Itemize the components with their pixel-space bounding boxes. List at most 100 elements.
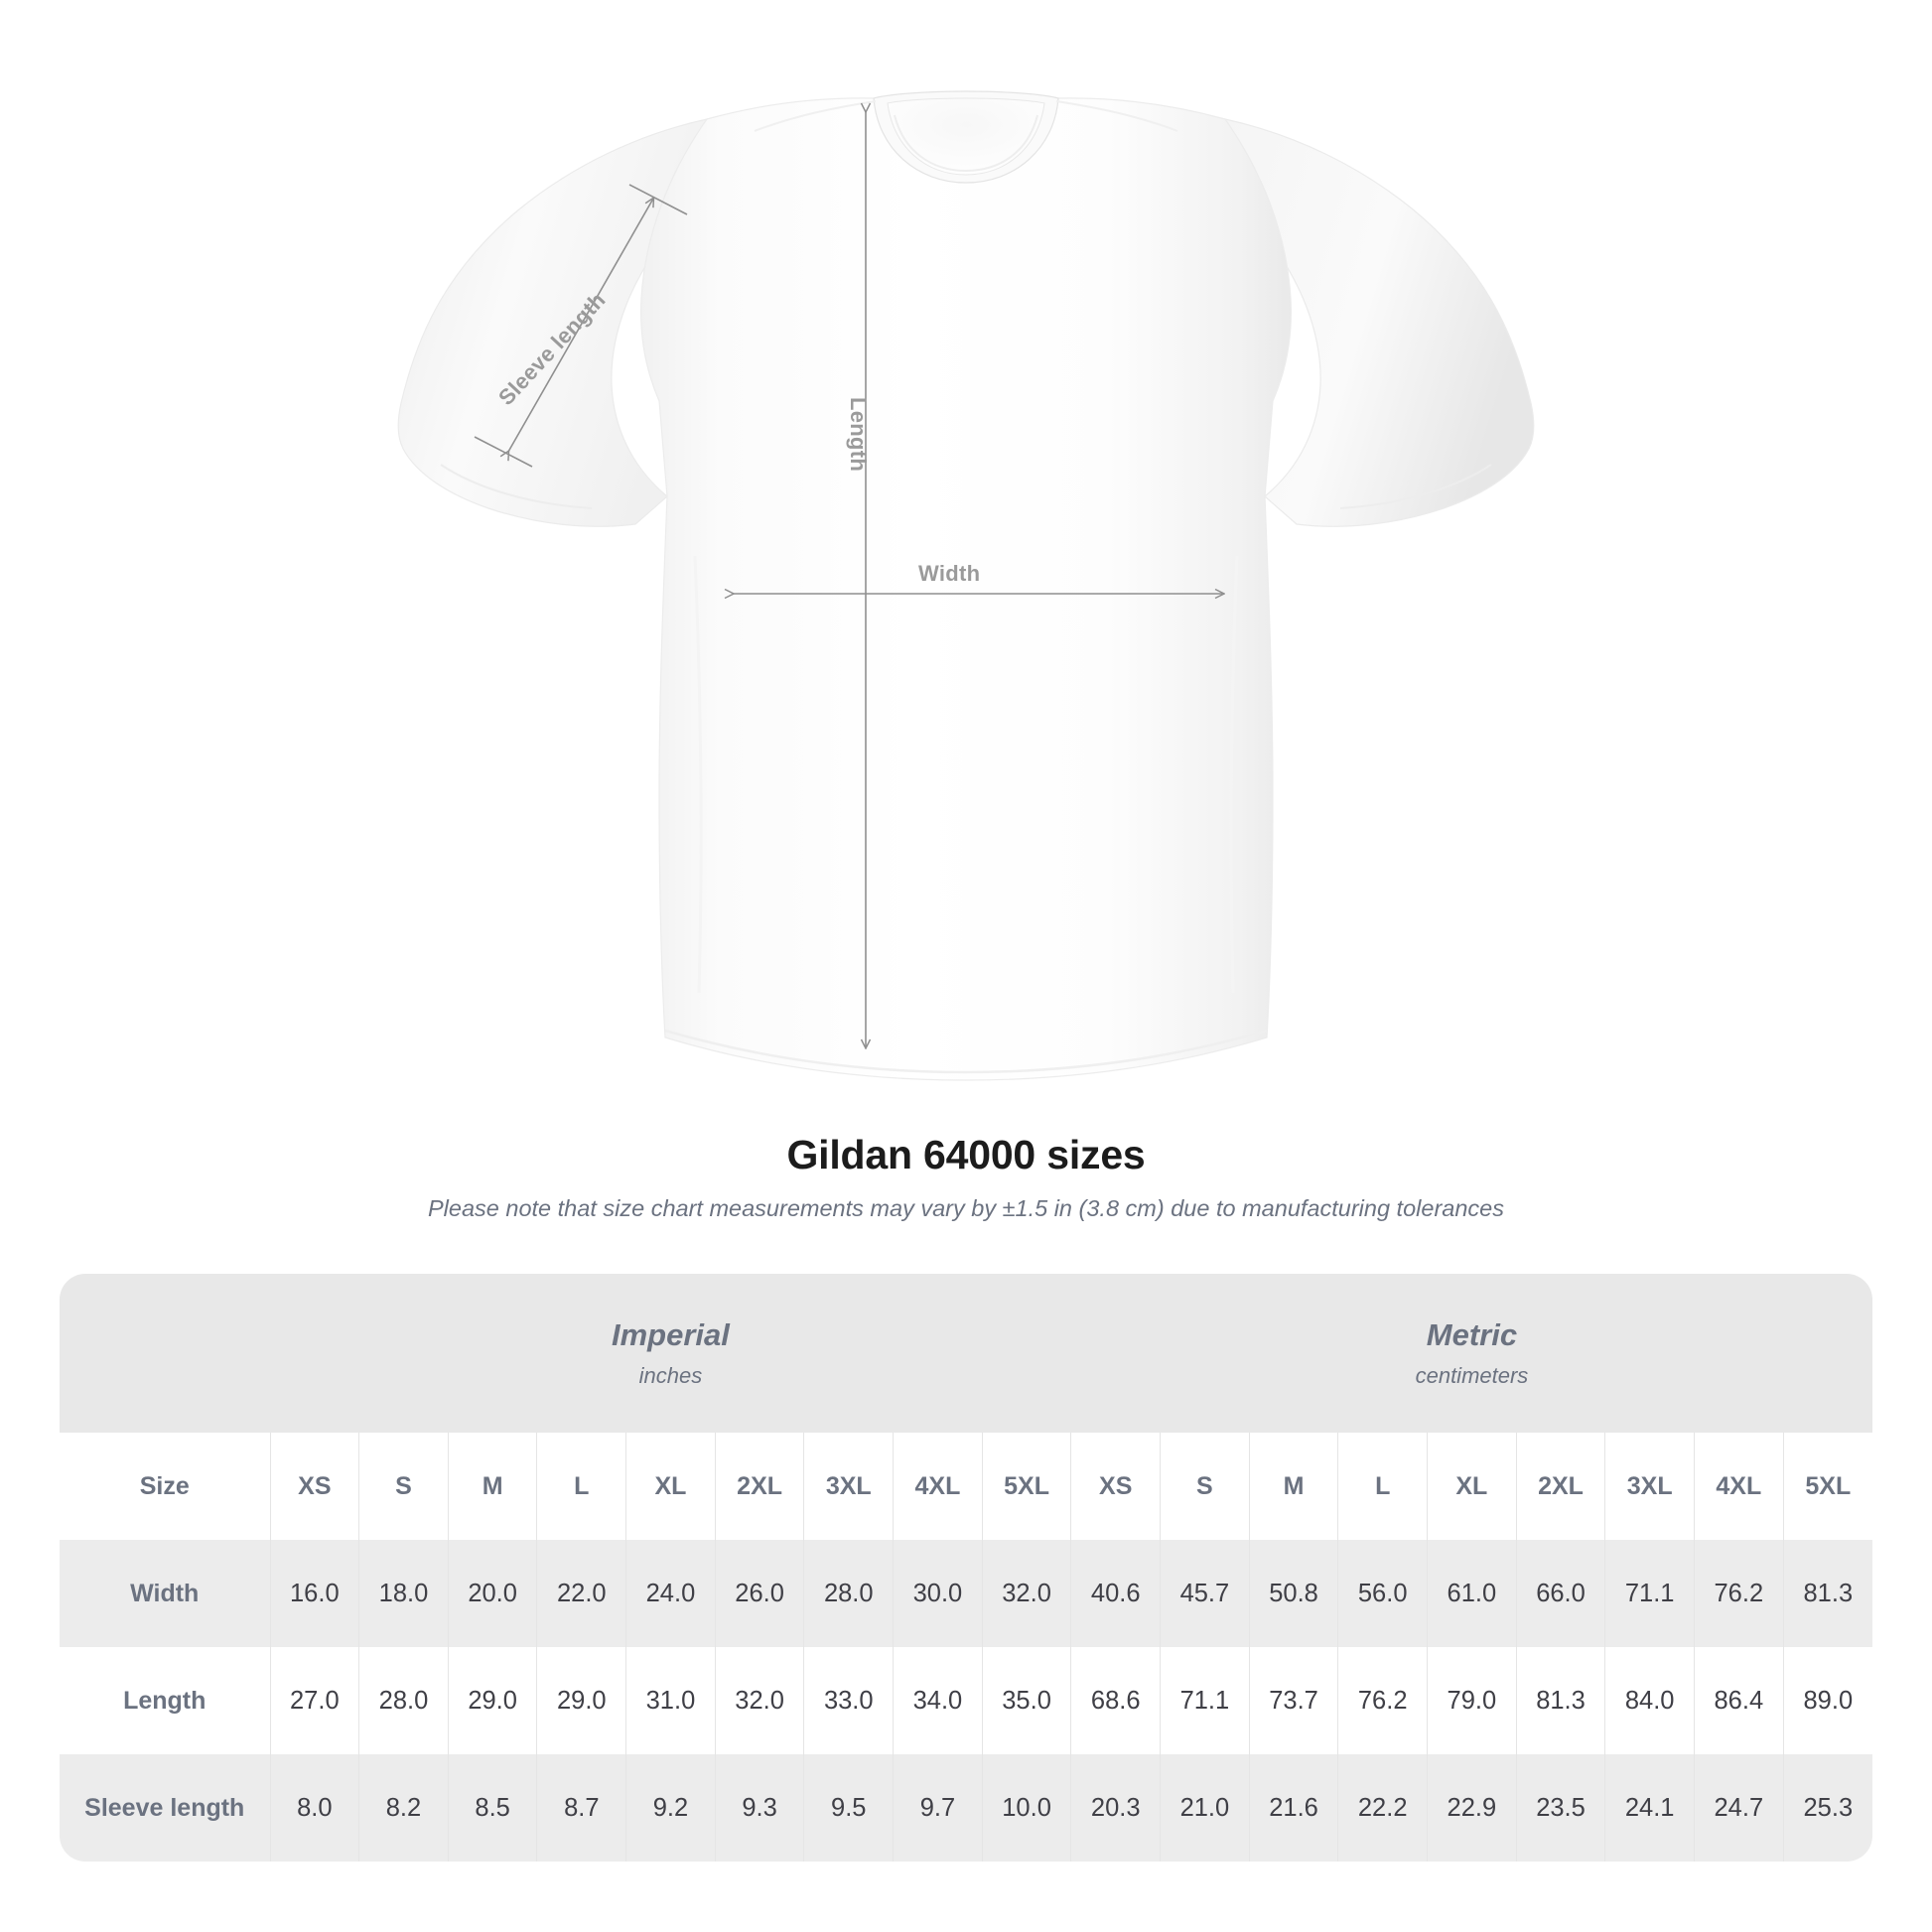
cell-sleeve-imperial-xs: 8.0 (270, 1754, 360, 1862)
unit-sub-imperial: inches (638, 1362, 703, 1388)
cell-sleeve-metric-s: 21.0 (1160, 1754, 1250, 1862)
cell-sleeve-imperial-m: 8.5 (448, 1754, 538, 1862)
row-label-sleeve-length: Sleeve length (60, 1754, 271, 1862)
cell-width-imperial-3xl: 28.0 (803, 1540, 895, 1647)
cell-sleeve-imperial-5xl: 10.0 (982, 1754, 1072, 1862)
cell-width-metric-xl: 61.0 (1427, 1540, 1517, 1647)
size-header-metric-5xl: 5XL (1783, 1433, 1872, 1540)
page-title: Gildan 64000 sizes (786, 1132, 1146, 1177)
table-row: Width 16.0 18.0 20.0 22.0 24.0 26.0 28.0… (60, 1540, 1872, 1647)
cell-width-metric-5xl: 81.3 (1783, 1540, 1872, 1647)
sleeve-tick-bottom (474, 436, 533, 468)
page-subtitle: Please note that size chart measurements… (428, 1195, 1504, 1221)
cell-length-imperial-2xl: 32.0 (715, 1647, 805, 1754)
sleeve-tick-top (628, 184, 688, 215)
table-row: Length 27.0 28.0 29.0 29.0 31.0 32.0 33.… (60, 1647, 1872, 1754)
cell-width-imperial-4xl: 30.0 (893, 1540, 983, 1647)
size-header-imperial-2xl: 2XL (715, 1433, 805, 1540)
cell-width-imperial-xl: 24.0 (625, 1540, 716, 1647)
cell-width-imperial-s: 18.0 (358, 1540, 449, 1647)
sleeve-length-arrow (508, 199, 653, 452)
cell-length-imperial-5xl: 35.0 (982, 1647, 1072, 1754)
cell-width-metric-m: 50.8 (1249, 1540, 1339, 1647)
title-block: Gildan 64000 sizes Please note that size… (0, 1132, 1932, 1222)
cell-width-metric-3xl: 71.1 (1604, 1540, 1695, 1647)
cell-sleeve-metric-xs: 20.3 (1070, 1754, 1162, 1862)
cell-width-metric-s: 45.7 (1160, 1540, 1250, 1647)
cell-sleeve-metric-m: 21.6 (1249, 1754, 1339, 1862)
measurement-guides (474, 111, 1223, 1047)
table-row: Sleeve length 8.0 8.2 8.5 8.7 9.2 9.3 9.… (60, 1754, 1872, 1862)
cell-length-metric-5xl: 89.0 (1783, 1647, 1872, 1754)
size-header-imperial-xl: XL (625, 1433, 716, 1540)
cell-length-imperial-l: 29.0 (536, 1647, 627, 1754)
size-header-imperial-m: M (448, 1433, 538, 1540)
cell-sleeve-metric-xl: 22.9 (1427, 1754, 1517, 1862)
cell-length-metric-3xl: 84.0 (1604, 1647, 1695, 1754)
size-header-metric-l: L (1337, 1433, 1429, 1540)
cell-width-metric-xs: 40.6 (1070, 1540, 1162, 1647)
cell-sleeve-metric-3xl: 24.1 (1604, 1754, 1695, 1862)
cell-length-metric-s: 71.1 (1160, 1647, 1250, 1754)
cell-length-metric-m: 73.7 (1249, 1647, 1339, 1754)
cell-sleeve-imperial-3xl: 9.5 (803, 1754, 895, 1862)
unit-name-metric: Metric (1426, 1317, 1518, 1353)
size-header-row: Size XS S M L XL 2XL 3XL 4XL 5XL XS S M … (60, 1433, 1872, 1540)
cell-width-metric-2xl: 66.0 (1516, 1540, 1606, 1647)
cell-length-imperial-s: 28.0 (358, 1647, 449, 1754)
size-header-metric-s: S (1160, 1433, 1250, 1540)
cell-length-imperial-4xl: 34.0 (893, 1647, 983, 1754)
cell-length-imperial-xl: 31.0 (625, 1647, 716, 1754)
unit-sub-metric: centimeters (1415, 1362, 1529, 1388)
cell-width-imperial-l: 22.0 (536, 1540, 627, 1647)
cell-width-metric-l: 56.0 (1337, 1540, 1429, 1647)
unit-header-metric: Metric centimeters (1070, 1274, 1872, 1433)
row-label-width: Width (60, 1540, 271, 1647)
cell-length-metric-4xl: 86.4 (1694, 1647, 1784, 1754)
tshirt-illustration (397, 90, 1535, 1081)
width-measure-label: Width (918, 561, 981, 586)
size-chart-table-wrap: Imperial inches Metric centimeters Size … (60, 1274, 1872, 1862)
cell-width-imperial-xs: 16.0 (270, 1540, 360, 1647)
size-header-imperial-l: L (536, 1433, 627, 1540)
cell-sleeve-imperial-l: 8.7 (536, 1754, 627, 1862)
cell-width-imperial-2xl: 26.0 (715, 1540, 805, 1647)
cell-length-metric-xl: 79.0 (1427, 1647, 1517, 1754)
cell-sleeve-imperial-2xl: 9.3 (715, 1754, 805, 1862)
unit-header-imperial: Imperial inches (270, 1274, 1071, 1433)
cell-width-imperial-m: 20.0 (448, 1540, 538, 1647)
size-header-metric-4xl: 4XL (1694, 1433, 1784, 1540)
cell-length-metric-2xl: 81.3 (1516, 1647, 1606, 1754)
cell-sleeve-metric-5xl: 25.3 (1783, 1754, 1872, 1862)
cell-sleeve-metric-l: 22.2 (1337, 1754, 1429, 1862)
cell-length-imperial-m: 29.0 (448, 1647, 538, 1754)
cell-sleeve-imperial-s: 8.2 (358, 1754, 449, 1862)
unit-spacer-cell (60, 1274, 270, 1433)
row-label-length: Length (60, 1647, 271, 1754)
cell-length-imperial-3xl: 33.0 (803, 1647, 895, 1754)
cell-length-metric-xs: 68.6 (1070, 1647, 1162, 1754)
unit-header-row: Imperial inches Metric centimeters (60, 1274, 1872, 1433)
size-header-metric-m: M (1249, 1433, 1339, 1540)
unit-name-imperial: Imperial (612, 1317, 730, 1353)
tshirt-diagram: Width Length Sleeve length (397, 90, 1535, 1081)
cell-sleeve-metric-2xl: 23.5 (1516, 1754, 1606, 1862)
size-header-imperial-5xl: 5XL (982, 1433, 1072, 1540)
cell-sleeve-imperial-xl: 9.2 (625, 1754, 716, 1862)
size-chart-table: Imperial inches Metric centimeters Size … (60, 1274, 1872, 1862)
cell-sleeve-metric-4xl: 24.7 (1694, 1754, 1784, 1862)
cell-sleeve-imperial-4xl: 9.7 (893, 1754, 983, 1862)
size-header-metric-xl: XL (1427, 1433, 1517, 1540)
cell-width-metric-4xl: 76.2 (1694, 1540, 1784, 1647)
size-header-imperial-4xl: 4XL (893, 1433, 983, 1540)
size-header-imperial-3xl: 3XL (803, 1433, 895, 1540)
size-header-metric-2xl: 2XL (1516, 1433, 1606, 1540)
size-header-label: Size (60, 1433, 271, 1540)
cell-width-imperial-5xl: 32.0 (982, 1540, 1072, 1647)
size-header-metric-xs: XS (1070, 1433, 1162, 1540)
size-header-imperial-s: S (358, 1433, 449, 1540)
cell-length-imperial-xs: 27.0 (270, 1647, 360, 1754)
size-header-metric-3xl: 3XL (1604, 1433, 1695, 1540)
length-measure-label: Length (846, 397, 871, 473)
